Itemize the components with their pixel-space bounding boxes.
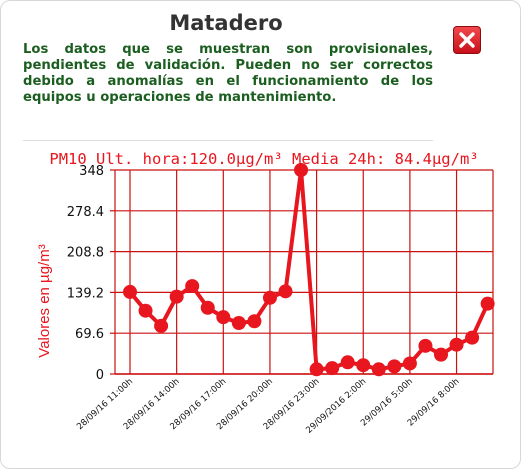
- data-point[interactable]: [231, 316, 246, 330]
- data-point[interactable]: [325, 361, 340, 376]
- data-point[interactable]: [262, 290, 277, 305]
- data-point[interactable]: [449, 337, 464, 352]
- y-axis-label: Valores en µg/m³: [36, 244, 53, 357]
- data-point[interactable]: [356, 358, 371, 373]
- data-point[interactable]: [387, 359, 402, 374]
- y-tick-label: 278.4: [67, 205, 104, 220]
- data-point[interactable]: [278, 284, 293, 299]
- data-point[interactable]: [402, 356, 417, 371]
- data-point[interactable]: [371, 362, 386, 377]
- data-point[interactable]: [309, 362, 324, 377]
- y-tick-label: 348: [79, 164, 104, 179]
- close-x-icon: [459, 32, 475, 48]
- data-point[interactable]: [418, 338, 433, 353]
- data-point[interactable]: [169, 289, 184, 304]
- data-point[interactable]: [247, 314, 262, 329]
- data-point[interactable]: [216, 310, 231, 325]
- data-point[interactable]: [294, 163, 309, 177]
- series-line: [128, 168, 490, 372]
- y-tick-label: 139.2: [67, 286, 104, 301]
- close-button[interactable]: [453, 26, 481, 54]
- data-point[interactable]: [200, 300, 215, 315]
- divider: [23, 140, 433, 141]
- data-point[interactable]: [185, 279, 200, 294]
- data-point[interactable]: [123, 284, 137, 299]
- y-tick-label: 0: [96, 368, 104, 383]
- popup-title: Matadero: [169, 11, 283, 35]
- data-point[interactable]: [434, 347, 448, 362]
- data-point[interactable]: [154, 318, 169, 333]
- data-point[interactable]: [340, 355, 355, 370]
- data-point[interactable]: [465, 330, 480, 345]
- chart-title: PM10 Ult. hora:120.0µg/m³ Media 24h: 84.…: [49, 150, 478, 168]
- provisional-data-notice: Los datos que se muestran son provisiona…: [23, 42, 433, 105]
- data-point[interactable]: [138, 303, 153, 318]
- y-tick-label: 208.8: [67, 246, 104, 261]
- data-point[interactable]: [480, 296, 495, 311]
- y-tick-label: 69.6: [75, 327, 104, 342]
